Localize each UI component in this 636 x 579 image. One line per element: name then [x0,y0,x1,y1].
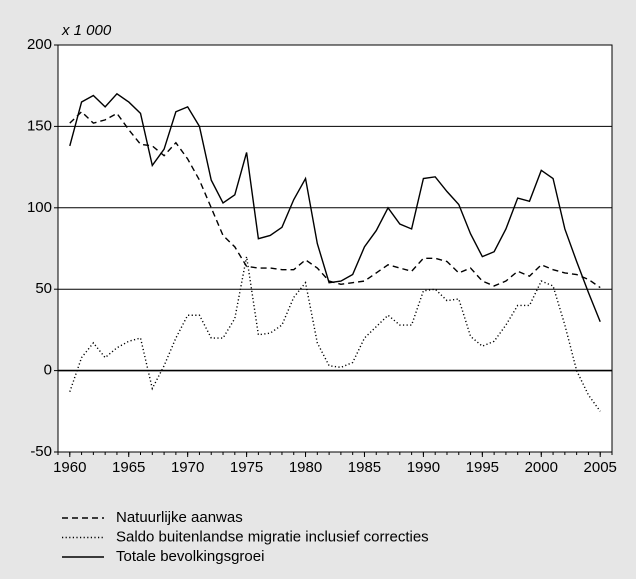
y-tick-label: 50 [35,280,52,297]
x-tick-label: 1995 [466,459,499,476]
y-tick-label: 150 [27,117,52,134]
series-line [69,110,601,289]
x-tick-label: 2005 [584,459,617,476]
y-tick-label: 0 [44,362,52,379]
legend-label: Totale bevolkingsgroei [116,548,264,565]
x-tick-label: 1960 [53,459,86,476]
y-tick-label: -50 [30,443,52,460]
x-tick-label: 1990 [407,459,440,476]
x-tick-label: 1975 [230,459,263,476]
legend-label: Saldo buitenlandse migratie inclusief co… [116,528,429,545]
y-tick-label: 100 [27,199,52,216]
plot-area [58,45,612,452]
x-tick-label: 2000 [525,459,558,476]
x-tick-label: 1980 [289,459,322,476]
x-tick-label: 1985 [348,459,381,476]
unit-label: x 1 000 [61,22,112,39]
y-tick-label: 200 [27,36,52,53]
plot-frame [57,44,613,453]
x-tick-label: 1965 [112,459,145,476]
series-line [69,92,601,323]
series-line [69,256,601,412]
legend-label: Natuurlijke aanwas [116,509,243,526]
x-tick-label: 1970 [171,459,204,476]
